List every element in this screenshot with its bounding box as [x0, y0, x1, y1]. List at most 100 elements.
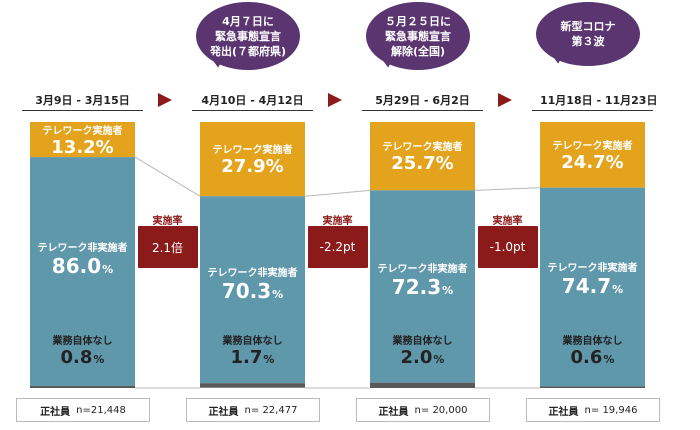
connector-line-3: [474, 187, 541, 191]
event-line: 新型コロナ: [560, 20, 616, 33]
sample-label: 正社員: [548, 406, 579, 418]
non-telework-label-3: テレワーク非実施者 72.3%: [370, 260, 475, 303]
period-arrow-1: [158, 93, 172, 107]
telework-label-2: テレワーク実施者 27.9%: [200, 141, 305, 178]
event-line: 緊急事態宣言: [215, 29, 281, 43]
unit-label: %: [442, 283, 454, 297]
sample-label: 正社員: [378, 406, 409, 418]
no-work-value: 0.6%: [570, 347, 615, 368]
unit-label: %: [603, 353, 615, 366]
sample-size-4: 正社員 n= 19,946: [526, 398, 660, 422]
change-value-2: -2.2pt: [307, 226, 368, 268]
bar-3-series-3: [370, 382, 475, 388]
event-line: 発出(７都府県): [209, 44, 287, 58]
telework-label-4: テレワーク実施者 24.7%: [540, 137, 645, 174]
bar-2-series-2: [200, 196, 305, 384]
sample-value: n= 20,000: [414, 404, 468, 416]
non-telework-category: テレワーク非実施者: [37, 243, 128, 255]
no-work-category: 業務自体なし: [222, 336, 283, 347]
bar-1-series-1: [30, 122, 135, 158]
event-line: 緊急事態宣言: [385, 29, 451, 43]
no-work-category: 業務自体なし: [562, 336, 623, 347]
non-telework-label-2: テレワーク非実施者 70.3%: [200, 264, 305, 307]
unit-label: %: [263, 353, 275, 366]
no-work-value: 0.8%: [60, 347, 105, 368]
telework-value: 27.9%: [221, 156, 284, 178]
period-underline-4: [532, 110, 653, 111]
sample-value: n=21,448: [76, 404, 126, 416]
change-value-1: 2.1倍: [137, 226, 198, 268]
unit-label: %: [433, 353, 445, 366]
connector-line-2: [304, 189, 371, 197]
bar-1-series-3: [30, 385, 135, 388]
bar-4-series-3: [540, 386, 645, 388]
telework-value: 25.7%: [391, 153, 454, 175]
period-label-4: 11月18日 - 11月23日: [540, 94, 658, 107]
bar-4-series-2: [540, 187, 645, 387]
no-work-label-1: 業務自体なし 0.8%: [30, 332, 135, 371]
period-underline-1: [22, 110, 143, 111]
no-work-label-2: 業務自体なし 1.7%: [200, 332, 305, 371]
period-underline-2: [192, 110, 313, 111]
change-title-2: 実施率: [322, 216, 353, 227]
telework-category: テレワーク実施者: [382, 142, 463, 154]
period-label-2: 4月10日 - 4月12日: [201, 94, 304, 107]
sample-size-2: 正社員 n= 22,477: [186, 398, 320, 422]
non-telework-value: 86.0%: [51, 254, 114, 279]
event-line: ５月２５日に: [385, 14, 451, 28]
sample-size-3: 正社員 n= 20,000: [356, 398, 490, 422]
change-title-1: 実施率: [152, 216, 183, 227]
non-telework-label-4: テレワーク非実施者 74.7%: [540, 259, 645, 302]
no-work-category: 業務自体なし: [392, 336, 453, 347]
unit-label: %: [272, 287, 284, 301]
event-bubble-2: ５月２５日に 緊急事態宣言 解除(全国): [366, 2, 470, 70]
telework-value: 24.7%: [561, 151, 624, 173]
non-telework-value: 74.7%: [561, 274, 624, 299]
event-bubble-1: 4月７日に 緊急事態宣言 発出(７都府県): [196, 2, 300, 70]
non-telework-value: 72.3%: [391, 274, 454, 299]
non-telework-category: テレワーク非実施者: [547, 263, 638, 275]
telework-category: テレワーク実施者: [212, 145, 293, 157]
change-title-3: 実施率: [492, 216, 523, 227]
period-arrow-2: [328, 93, 342, 107]
sample-size-1: 正社員 n=21,448: [16, 398, 150, 422]
telework-value: 13.2%: [51, 136, 114, 158]
bar-4-series-1: [540, 122, 645, 188]
non-telework-category: テレワーク非実施者: [207, 267, 298, 279]
non-telework-label-1: テレワーク非実施者 86.0%: [30, 239, 135, 282]
non-telework-category: テレワーク非実施者: [377, 263, 468, 275]
sample-value: n= 19,946: [584, 404, 638, 416]
telework-category: テレワーク実施者: [42, 125, 123, 137]
telework-category: テレワーク実施者: [552, 140, 633, 152]
event-bubble-3: 新型コロナ第３波: [536, 2, 640, 66]
period-label-3: 5月29日 - 6月2日: [375, 94, 470, 107]
change-value-3: -1.0pt: [477, 226, 538, 268]
event-line: 解除(全国): [390, 44, 446, 58]
bar-1-series-2: [30, 157, 135, 386]
bar-3-series-1: [370, 122, 475, 191]
unit-label: %: [612, 283, 624, 297]
unit-label: %: [93, 353, 105, 366]
telework-label-3: テレワーク実施者 25.7%: [370, 138, 475, 175]
no-work-label-3: 業務自体なし 2.0%: [370, 332, 475, 371]
sample-value: n= 22,477: [244, 404, 298, 416]
period-label-1: 3月9日 - 3月15日: [35, 94, 130, 107]
sample-label: 正社員: [208, 406, 239, 418]
event-line: 第３波: [571, 35, 605, 48]
event-line: 4月７日に: [222, 14, 274, 28]
bar-2-series-3: [200, 383, 305, 388]
no-work-category: 業務自体なし: [52, 336, 113, 347]
connector-line-1: [134, 156, 201, 197]
bar-2-series-1: [200, 122, 305, 197]
unit-label: %: [102, 263, 114, 277]
no-work-value: 1.7%: [230, 347, 275, 368]
no-work-label-4: 業務自体なし 0.6%: [540, 332, 645, 371]
period-underline-3: [362, 110, 483, 111]
telework-label-1: テレワーク実施者 13.2%: [30, 122, 135, 159]
sample-label: 正社員: [40, 406, 71, 418]
bar-3-series-2: [370, 190, 475, 383]
period-arrow-3: [498, 93, 512, 107]
non-telework-value: 70.3%: [221, 278, 284, 303]
